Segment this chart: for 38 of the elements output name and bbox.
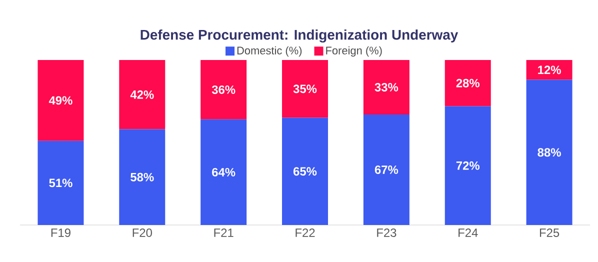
bar — [526, 80, 572, 225]
bar — [526, 60, 572, 80]
bar — [444, 106, 491, 225]
x-tick-label: F19 — [51, 228, 70, 237]
data-label: 67% — [374, 165, 398, 174]
data-label: 28% — [456, 78, 480, 88]
bar — [38, 60, 84, 141]
x-tick-label: F24 — [458, 228, 478, 237]
bar — [38, 140, 84, 225]
data-label: 36% — [212, 85, 236, 94]
data-label: 51% — [49, 178, 72, 188]
data-label: 33% — [374, 82, 398, 92]
data-label: 58% — [130, 172, 154, 182]
bar — [282, 60, 328, 118]
x-tick-label: F21 — [214, 228, 234, 237]
bar — [444, 60, 491, 106]
data-label: 72% — [456, 161, 480, 170]
legend-label: Foreign (%) — [326, 46, 382, 57]
legend-label: Domestic (%) — [237, 46, 302, 57]
data-label: 49% — [48, 96, 72, 105]
x-tick-label: F23 — [377, 228, 396, 237]
bar — [200, 60, 247, 120]
bar — [363, 60, 410, 114]
data-label: 64% — [212, 168, 236, 176]
data-label: 42% — [130, 90, 154, 99]
bar — [282, 118, 328, 225]
data-label: 88% — [538, 148, 561, 157]
data-label: 12% — [538, 66, 561, 74]
x-tick-label: F25 — [540, 228, 560, 237]
data-label: 65% — [293, 167, 317, 176]
chart-title: Defense Procurement: Indigenization Underway — [140, 29, 458, 43]
bar — [119, 129, 166, 225]
bar — [200, 119, 247, 225]
x-tick-label: F20 — [132, 228, 152, 237]
x-tick-label: F22 — [296, 228, 315, 237]
data-label: 35% — [293, 84, 317, 94]
bar — [363, 114, 410, 225]
bar — [119, 60, 166, 130]
